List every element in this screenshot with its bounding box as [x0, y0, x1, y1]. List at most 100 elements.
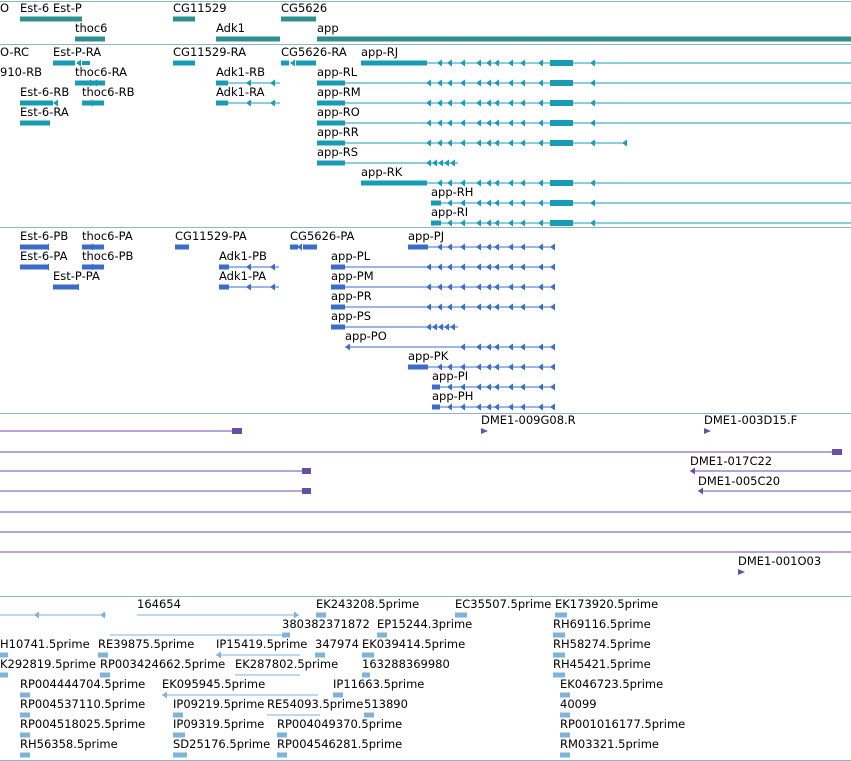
transcript-label[interactable]: app-RK — [361, 165, 403, 179]
est-read-label[interactable]: SD25176.5prime — [173, 737, 271, 751]
cds-label[interactable]: CG5626-PA — [290, 229, 355, 243]
match-tick — [481, 428, 488, 434]
transcript-label[interactable]: 910-RB — [0, 65, 42, 79]
gene-label[interactable]: CG11529 — [173, 1, 227, 15]
exon-block — [216, 100, 228, 106]
est-read-label[interactable]: IP15419.5prime — [216, 637, 308, 651]
transcript-label[interactable]: Est-6-RB — [20, 85, 70, 99]
gene-label[interactable]: O — [0, 1, 10, 15]
gene-label[interactable]: CG5626 — [281, 1, 328, 15]
cds-label[interactable]: app-PJ — [408, 229, 445, 243]
est-read-label[interactable]: EK095945.5prime — [162, 677, 266, 691]
est-read-label[interactable]: EK287802.5prime — [235, 657, 339, 671]
transcript-label[interactable]: app-RS — [317, 145, 359, 159]
gene-label[interactable]: Est-P — [53, 1, 82, 15]
read-block — [277, 752, 287, 758]
transcript-label[interactable]: app-RM — [317, 85, 361, 99]
strand-arrow-left — [550, 243, 555, 251]
strand-arrow-left — [447, 303, 452, 311]
est-match-label[interactable]: DME1-003D15.F — [704, 413, 798, 427]
est-read-label[interactable]: RP001016177.5prime — [560, 717, 686, 731]
est-read-label[interactable]: RP004049370.5prime — [277, 717, 403, 731]
est-read-label[interactable]: 40099 — [560, 697, 597, 711]
est-read-label[interactable]: K292819.5prime — [0, 657, 96, 671]
cds-label[interactable]: Adk1-PA — [219, 269, 267, 283]
exon-block — [431, 220, 441, 226]
strand-arrow-left — [486, 119, 491, 127]
transcript-label[interactable]: CG5626-RA — [281, 45, 347, 59]
cds-label[interactable]: app-PL — [331, 249, 371, 263]
cds-label[interactable]: app-PH — [432, 389, 474, 403]
est-read-label[interactable]: RH56358.5prime — [20, 737, 118, 751]
cds-label[interactable]: Est-6-PA — [20, 249, 68, 263]
est-read-label[interactable]: RP004444704.5prime — [20, 677, 146, 691]
est-read-label[interactable]: IP09319.5prime — [173, 717, 265, 731]
transcript-label[interactable]: app-RR — [317, 125, 359, 139]
transcript-label[interactable]: CG11529-RA — [173, 45, 247, 59]
est-read-label[interactable]: 163288369980 — [362, 657, 450, 671]
transcript-label[interactable]: Adk1-RB — [216, 65, 265, 79]
est-read-label[interactable]: IP09219.5prime — [173, 697, 265, 711]
est-read-label[interactable]: 347974 — [315, 637, 359, 651]
exon-block — [408, 364, 428, 370]
transcript-label[interactable]: thoc6-RA — [75, 65, 128, 79]
est-read-label[interactable]: EC35507.5prime — [455, 597, 552, 611]
est-match-label[interactable]: DME1-005C20 — [698, 474, 781, 488]
est-read-label[interactable]: EK243208.5prime — [316, 597, 420, 611]
strand-arrow-left — [550, 303, 555, 311]
est-read-label[interactable]: 380382371872 — [282, 617, 370, 631]
cds-label[interactable]: app-PK — [408, 349, 449, 363]
cds-label[interactable]: thoc6-PA — [82, 229, 133, 243]
est-read-label[interactable]: RP003424662.5prime — [100, 657, 226, 671]
cds-label[interactable]: app-PO — [345, 329, 387, 343]
cds-label[interactable]: Est-6-PB — [20, 229, 69, 243]
est-read-label[interactable]: H10741.5prime — [0, 637, 90, 651]
est-read-label[interactable]: IP11663.5prime — [333, 677, 425, 691]
transcript-label[interactable]: Est-P-RA — [53, 45, 102, 59]
est-match-label[interactable]: DME1-001O03 — [738, 554, 822, 568]
strand-arrow-left — [437, 139, 442, 147]
est-read-label[interactable]: EK173920.5prime — [555, 597, 659, 611]
gene-label[interactable]: thoc6 — [75, 21, 108, 35]
est-read-label[interactable]: RP004546281.5prime — [277, 737, 403, 751]
est-read-label[interactable]: RH45421.5prime — [553, 657, 651, 671]
cds-label[interactable]: CG11529-PA — [175, 229, 247, 243]
est-read-label[interactable]: RP004518025.5prime — [20, 717, 146, 731]
est-read-label[interactable]: 164654 — [137, 597, 181, 611]
transcript-label[interactable]: app-RH — [431, 185, 474, 199]
strand-arrow-left — [437, 263, 442, 271]
strand-arrow-left — [447, 139, 452, 147]
transcript-label[interactable]: O-RC — [0, 45, 29, 59]
est-read-label[interactable]: RE54093.5prime — [267, 697, 364, 711]
cds-label[interactable]: app-PI — [432, 369, 469, 383]
gene-label[interactable]: Adk1 — [216, 21, 245, 35]
strand-arrow-left — [538, 59, 543, 67]
transcript-label[interactable]: app-RL — [317, 65, 358, 79]
cds-label[interactable]: app-PM — [331, 269, 374, 283]
est-read-label[interactable]: RP004537110.5prime — [20, 697, 146, 711]
gene-label[interactable]: app — [317, 21, 339, 35]
est-read-label[interactable]: RH58274.5prime — [553, 637, 651, 651]
transcript-label[interactable]: Adk1-RA — [216, 85, 265, 99]
transcript-label[interactable]: app-RO — [317, 105, 360, 119]
cds-label[interactable]: thoc6-PB — [82, 249, 134, 263]
cds-label[interactable]: app-PR — [331, 289, 372, 303]
cds-label[interactable]: Adk1-PB — [219, 249, 267, 263]
cds-label[interactable]: app-PS — [331, 309, 372, 323]
transcript-label[interactable]: app-RI — [431, 205, 469, 219]
cds-label[interactable]: Est-P-PA — [53, 269, 100, 283]
transcript-label[interactable]: thoc6-RB — [82, 85, 135, 99]
transcript-label[interactable]: app-RJ — [361, 45, 399, 59]
est-match-label[interactable]: DME1-009G08.R — [481, 413, 576, 427]
est-read-label[interactable]: RE39875.5prime — [98, 637, 195, 651]
est-match-label[interactable]: DME1-017C22 — [690, 454, 773, 468]
est-read-label[interactable]: 513890 — [364, 697, 408, 711]
transcript-label[interactable]: Est-6-RA — [20, 105, 69, 119]
gene-label[interactable]: Est-6 — [20, 1, 50, 15]
est-read-label[interactable]: RH69116.5prime — [553, 617, 651, 631]
est-read-label[interactable]: EK039414.5prime — [362, 637, 466, 651]
strand-arrow-left — [460, 179, 465, 187]
est-read-label[interactable]: EP15244.3prime — [377, 617, 473, 631]
est-read-label[interactable]: RM03321.5prime — [560, 737, 659, 751]
est-read-label[interactable]: EK046723.5prime — [560, 677, 664, 691]
